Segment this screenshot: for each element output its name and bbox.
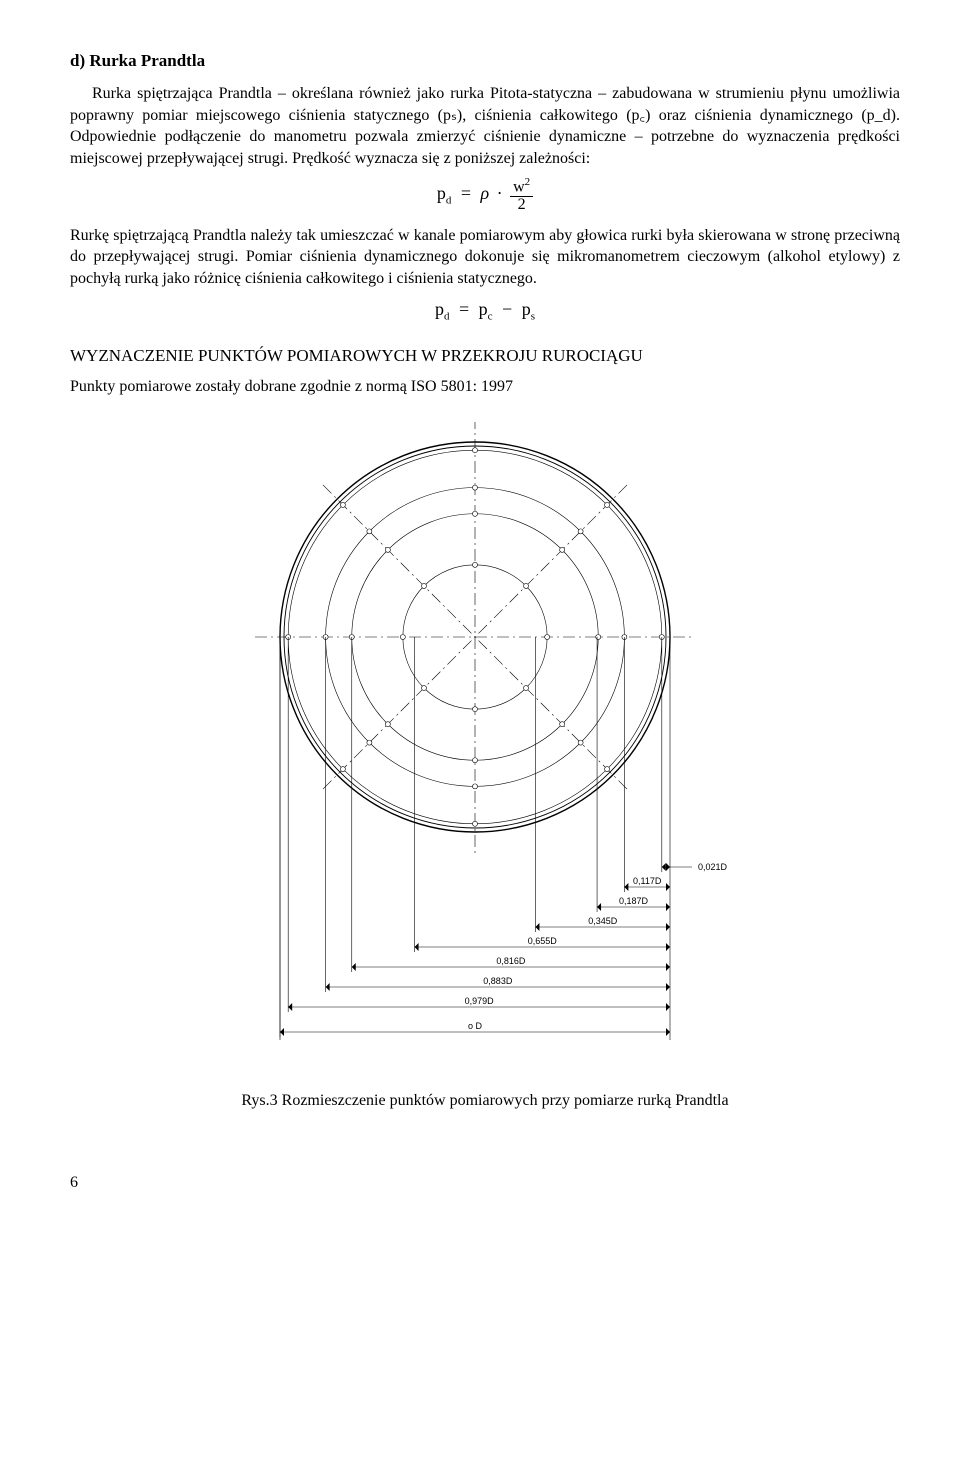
section-title: d) Rurka Prandtla	[70, 50, 900, 73]
formula-2: pd = pc − ps	[70, 297, 900, 324]
f2-eq: =	[459, 299, 469, 319]
page-number: 6	[70, 1172, 900, 1194]
svg-text:0,979D: 0,979D	[465, 996, 495, 1006]
svg-text:o D: o D	[468, 1021, 483, 1031]
f1-num-var: w	[513, 179, 525, 196]
subheading: WYZNACZENIE PUNKTÓW POMIAROWYCH W PRZEKR…	[70, 345, 900, 368]
f2-lhs-var: p	[435, 299, 444, 319]
f1-lhs-var: p	[437, 183, 446, 203]
svg-text:0,816D: 0,816D	[496, 956, 526, 966]
f1-num-sup: 2	[525, 176, 531, 188]
f1-eq: =	[461, 183, 471, 203]
f2-b-var: p	[522, 299, 531, 319]
figure-caption: Rys.3 Rozmieszczenie punktów pomiarowych…	[70, 1090, 900, 1112]
svg-text:0,655D: 0,655D	[528, 936, 558, 946]
figure-3: 0,021D 0,117D 0,187D0,345D 0,655D0,816D 0,88…	[70, 422, 900, 1112]
f2-lhs-sub: d	[444, 311, 450, 323]
f1-rho: ρ	[480, 183, 489, 203]
cross-section-diagram: 0,021D 0,117D 0,187D0,345D 0,655D0,816D 0,88…	[205, 422, 765, 1062]
paragraph-2: Rurkę spiętrzającą Prandtla należy tak u…	[70, 225, 900, 290]
f1-lhs-sub: d	[446, 195, 452, 207]
f2-a-var: p	[479, 299, 488, 319]
f2-b-sub: s	[531, 311, 535, 323]
f1-den: 2	[510, 197, 533, 213]
f1-dot: ·	[497, 183, 503, 203]
paragraph-1: Rurka spiętrzająca Prandtla – określana …	[70, 83, 900, 169]
svg-text:0,117D: 0,117D	[633, 876, 662, 886]
svg-text:0,883D: 0,883D	[483, 976, 513, 986]
formula-1: pd = ρ · w2 2	[70, 177, 900, 212]
f2-a-sub: c	[488, 311, 493, 323]
svg-text:0,345D: 0,345D	[588, 916, 618, 926]
f1-frac: w2 2	[510, 177, 533, 212]
svg-text:0,021D: 0,021D	[698, 862, 728, 872]
paragraph-3: Punkty pomiarowe zostały dobrane zgodnie…	[70, 376, 900, 398]
f2-minus: −	[502, 299, 512, 319]
svg-text:0,187D: 0,187D	[619, 896, 649, 906]
